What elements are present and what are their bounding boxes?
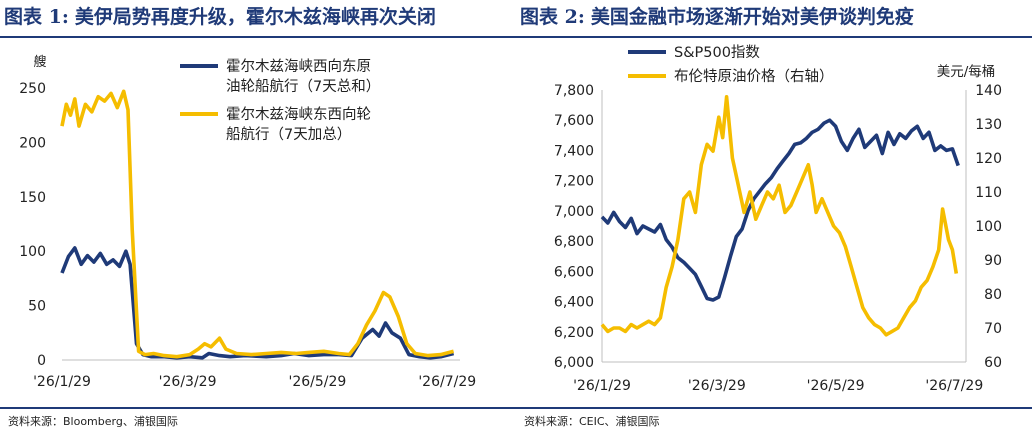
chart-left: 艘 0 50 100 150 200 250 '26/1/29 '26/3/29 '26/5/29… [19, 54, 476, 390]
y-tick-label-right-axis: 100 [975, 219, 1002, 235]
y-tick-label-right-axis: 120 [975, 151, 1002, 167]
bottom-rule-left [0, 407, 516, 409]
y-tick-label-left-axis: 6,200 [554, 325, 594, 341]
legend-label-right-1: S&P500指数 [674, 44, 760, 61]
figure-panel-left: 图表 1: 美伊局势再度升级，霍尔木兹海峡再次关闭 艘 0 50 100 150 200 25… [0, 6, 516, 428]
y-tick-label-right-axis: 130 [975, 117, 1002, 133]
series-line-right-1 [600, 118, 960, 302]
y-tick-label-right-axis: 70 [984, 321, 1002, 337]
y-tick-label-left: 200 [19, 135, 46, 151]
series-line-left-2 [60, 89, 455, 359]
y-tick-label-right-axis: 80 [984, 287, 1002, 303]
figure-title-right: 图表 2: 美国金融市场逐渐开始对美伊谈判免疫 [516, 0, 1032, 34]
legend-label-right-2: 布伦特原油价格（右轴） [674, 68, 834, 85]
chart-right: 6,000 6,200 6,400 6,600 6,800 7,000 7,200 7,400… [554, 44, 1002, 394]
y-tick-label-left-axis: 6,000 [554, 355, 594, 371]
y-tick-label-right-axis: 60 [984, 355, 1002, 371]
x-tick-label-right: '26/1/29 [573, 378, 631, 394]
y-tick-label-left: 150 [19, 190, 46, 206]
bottom-rule-right [516, 407, 1032, 409]
y-tick-label-right-axis: 140 [975, 83, 1002, 99]
y-tick-label-left-axis: 7,400 [554, 143, 594, 159]
x-tick-label-left: '26/3/29 [159, 374, 217, 390]
figure-title-text-left: 美伊局势再度升级，霍尔木兹海峡再次关闭 [74, 6, 436, 28]
figure-title-text-right: 美国金融市场逐渐开始对美伊谈判免疫 [590, 6, 914, 28]
series-line-right-2 [600, 95, 959, 337]
y-axis-unit-left: 艘 [33, 54, 46, 70]
legend-label-left-1: 霍尔木兹海峡西向东原油轮船航行（7天总和） [226, 58, 380, 95]
title-rule-left [0, 36, 516, 38]
source-right: 资料来源：CEIC、浦银国际 [524, 415, 660, 428]
x-tick-label-right: '26/5/29 [807, 378, 865, 394]
figure-label-left: 图表 1: [4, 6, 69, 28]
y-tick-label-right-axis: 110 [975, 185, 1002, 201]
x-tick-label-right: '26/7/29 [925, 378, 983, 394]
y-tick-label-left-axis: 7,200 [554, 174, 594, 190]
y-tick-label-left-axis: 7,800 [554, 83, 594, 99]
figure-label-right: 图表 2: [520, 6, 585, 28]
y-tick-label-left: 100 [19, 244, 46, 260]
title-rule-right [516, 36, 1032, 38]
y-tick-label-right-axis: 90 [984, 253, 1002, 269]
y-tick-label-left-axis: 6,600 [554, 264, 594, 280]
x-tick-label-left: '26/7/29 [418, 374, 476, 390]
series-line-left-1 [60, 246, 455, 360]
y-tick-label-left: 250 [19, 81, 46, 97]
y-tick-label-left: 50 [28, 299, 46, 315]
x-tick-label-right: '26/3/29 [688, 378, 746, 394]
source-left: 资料来源：Bloomberg、浦银国际 [8, 415, 178, 428]
y-axis-unit-right: 美元/每桶 [937, 64, 996, 80]
y-tick-label-left-axis: 7,600 [554, 113, 594, 129]
figure-title-left: 图表 1: 美伊局势再度升级，霍尔木兹海峡再次关闭 [0, 0, 520, 34]
y-tick-label-left-axis: 7,000 [554, 204, 594, 220]
x-tick-label-left: '26/1/29 [33, 374, 91, 390]
y-tick-label-left-axis: 6,800 [554, 234, 594, 250]
legend-label-left-2: 霍尔木兹海峡东西向轮船航行（7天加总） [226, 106, 371, 143]
figure-panel-right: 图表 2: 美国金融市场逐渐开始对美伊谈判免疫 6,000 6,200 6,400 6,… [516, 0, 1032, 438]
y-tick-label-left: 0 [37, 353, 46, 369]
x-tick-label-left: '26/5/29 [288, 374, 346, 390]
y-tick-label-left-axis: 6,400 [554, 295, 594, 311]
